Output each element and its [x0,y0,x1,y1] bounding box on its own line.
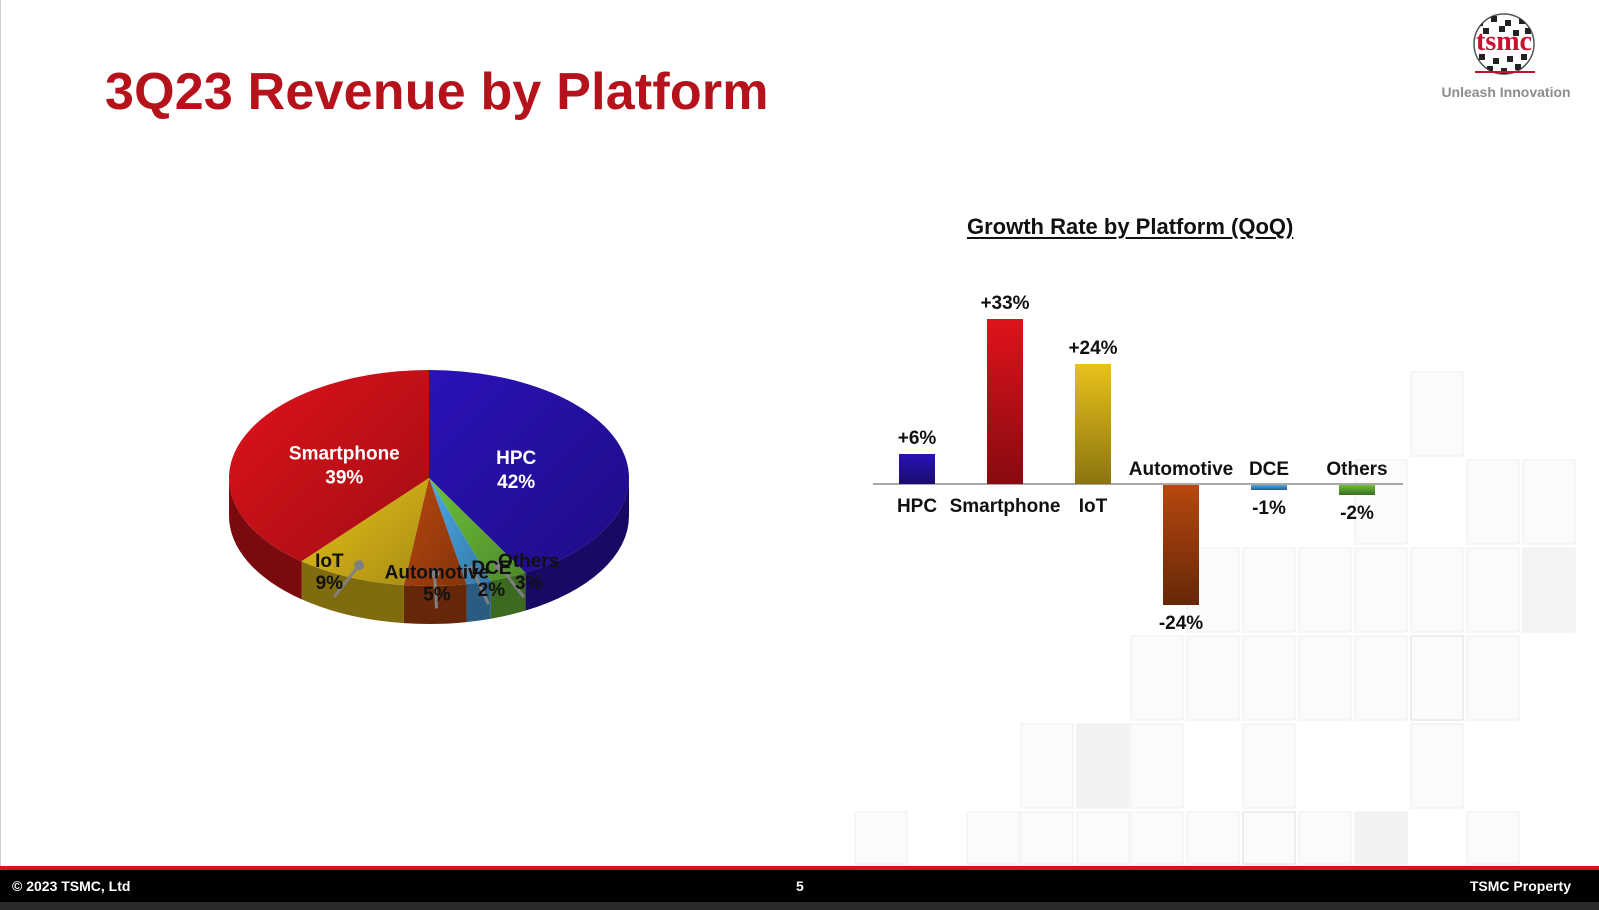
pie-side-smartphone [229,478,302,600]
pie-slice-iot [301,478,429,586]
growth-category-automotive: Automotive [1129,459,1234,480]
growth-category-others: Others [1326,459,1387,480]
pie-label-hpc: HPC [496,448,536,469]
pie-leader-others [497,564,526,598]
tsmc-logo: tsmc [1473,13,1535,75]
pie-label-smartphone: Smartphone [289,444,400,465]
growth-value-others: -2% [1340,503,1374,524]
pie-side-hpc [525,478,629,611]
growth-bar-others [1339,485,1375,495]
pie-side-iot [301,561,404,624]
pie-leader-dot-dce [467,565,478,576]
growth-category-hpc: HPC [897,496,937,517]
pie-label-iot: IoT [315,551,344,572]
growth-value-hpc: +6% [898,428,937,449]
pie-side-dce [466,580,491,623]
growth-category-smartphone: Smartphone [950,496,1061,517]
pie-label-dce: DCE [471,558,511,579]
growth-value-automotive: -24% [1159,613,1203,634]
pie-leader-dot-iot [354,560,365,571]
pie-leader-dce [471,569,490,605]
pie-label-others: Others [498,551,559,572]
svg-text:tsmc: tsmc [1476,26,1532,57]
pie-leader-automotive [433,572,439,609]
footer-page-number: 5 [796,878,804,894]
growth-bar-dce [1251,485,1287,490]
pie-side-others [490,572,526,619]
window-edge [0,902,1599,910]
growth-bar-smartphone [987,319,1023,484]
pie-value-iot: 9% [316,573,344,594]
growth-category-iot: IoT [1079,496,1108,517]
pie-slice-others [429,478,526,581]
pie-slice-smartphone [228,369,429,562]
pie-leader-iot [332,564,361,598]
growth-value-iot: +24% [1068,338,1117,359]
pie-slice-automotive [403,478,467,587]
growth-value-smartphone: +33% [980,293,1029,314]
growth-bar-iot [1075,364,1111,484]
pie-value-automotive: 5% [423,584,451,605]
footer-accent-line [0,866,1599,870]
pie-leader-dot-others [493,560,504,571]
pie-value-others: 3% [515,573,543,594]
footer-property: TSMC Property [1469,878,1571,894]
pie-label-automotive: Automotive [385,562,490,583]
footer-copyright: © 2023 TSMC, Ltd [12,878,131,894]
growth-chart-title: Growth Rate by Platform (QoQ) [967,214,1294,239]
pie-sides [229,478,629,624]
growth-category-dce: DCE [1249,459,1289,480]
slide-title: 3Q23 Revenue by Platform [105,63,769,121]
growth-bar-automotive [1163,485,1199,605]
pie-slice-hpc [429,370,629,573]
tagline: Unleash Innovation [1441,84,1571,100]
growth-bar-hpc [899,454,935,484]
growth-bar-chart: +6% HPC +33% Smartphone +24% IoT -24% Automotiv… [873,293,1403,634]
pie-value-smartphone: 39% [325,468,363,489]
pie-top [228,369,629,587]
growth-value-dce: -1% [1252,498,1286,519]
pie-value-hpc: 42% [497,472,535,493]
pie-leader-dot-automotive [429,567,440,578]
pie-slice-dce [429,478,491,585]
footer-bar: © 2023 TSMC, Ltd 5 TSMC Property [0,870,1599,902]
pie-value-dce: 2% [478,580,506,601]
